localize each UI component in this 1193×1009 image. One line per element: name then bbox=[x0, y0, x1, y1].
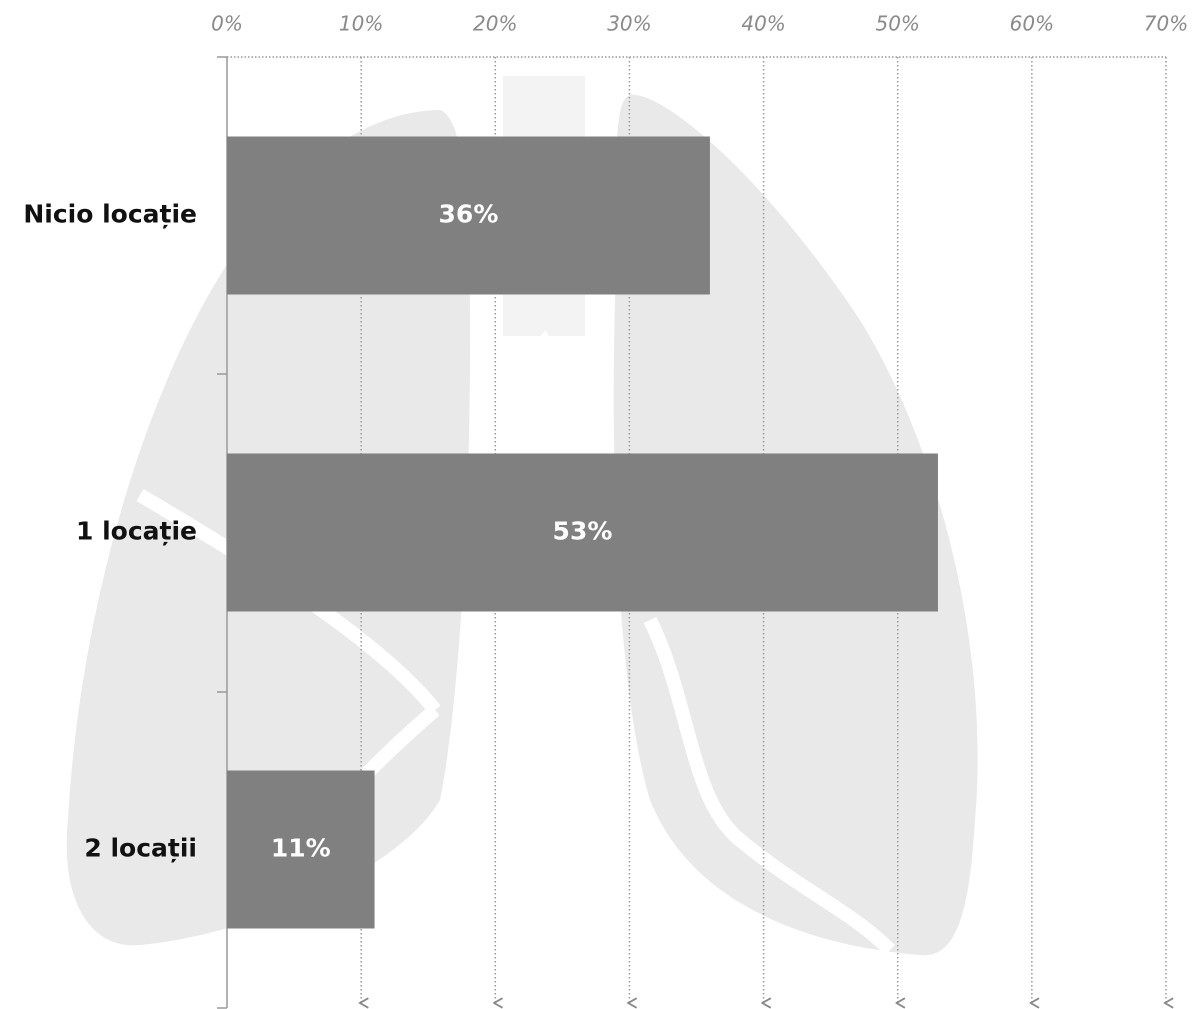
category-label: 2 locații bbox=[84, 834, 197, 863]
x-tick-label: 30% bbox=[607, 12, 651, 36]
x-tick-label: 0% bbox=[211, 12, 243, 36]
x-tick-label: 10% bbox=[339, 12, 383, 36]
x-tick-label: 60% bbox=[1010, 12, 1054, 36]
x-tick-label: 20% bbox=[473, 12, 517, 36]
value-label: 53% bbox=[553, 517, 613, 546]
value-label: 11% bbox=[271, 834, 331, 863]
category-ticks bbox=[217, 56, 227, 1009]
x-tick-label: 70% bbox=[1144, 12, 1188, 36]
value-label: 36% bbox=[439, 200, 499, 229]
bar bbox=[227, 453, 938, 612]
x-tick-label: 40% bbox=[741, 12, 785, 36]
bar bbox=[227, 136, 710, 295]
category-label: 1 locație bbox=[76, 517, 197, 546]
bar bbox=[227, 770, 375, 929]
x-tick-label: 50% bbox=[875, 12, 919, 36]
category-label: Nicio locație bbox=[23, 200, 197, 229]
